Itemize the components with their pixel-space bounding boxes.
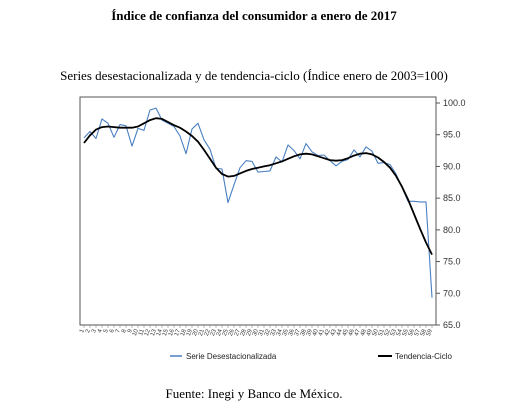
chart-legend: Serie Desestacionalizada Tendencia-Ciclo <box>170 352 452 361</box>
series-layer <box>83 107 433 298</box>
x-tick-label: 7 <box>115 328 122 334</box>
x-tick-label: 40 <box>312 328 320 337</box>
x-tick-label: 37 <box>294 328 302 337</box>
x-tick-label: 33 <box>270 328 278 337</box>
x-tick-label: 52 <box>384 328 392 337</box>
x-tick-label: 16 <box>168 328 176 337</box>
chart-subtitle: Series desestacionalizada y de tendencia… <box>60 68 448 83</box>
x-tick-label: 27 <box>234 328 242 337</box>
x-tick-label: 51 <box>378 328 386 337</box>
legend-label: Tendencia-Ciclo <box>395 352 452 361</box>
y-tick-label: 85.0 <box>443 193 461 203</box>
x-tick-label: 49 <box>366 328 374 337</box>
x-tick-label: 29 <box>246 328 254 337</box>
x-tick-label: 53 <box>390 328 398 337</box>
x-tick-label: 18 <box>180 328 188 337</box>
x-tick-label: 2 <box>85 328 92 334</box>
source-note: Fuente: Inegi y Banco de México. <box>165 386 343 401</box>
x-tick-label: 4 <box>97 328 104 334</box>
x-tick-label: 8 <box>121 328 128 334</box>
y-tick-label: 80.0 <box>443 225 461 235</box>
x-tick-label: 9 <box>127 328 134 334</box>
x-tick-label: 59 <box>426 328 434 337</box>
y-tick-label: 95.0 <box>443 130 461 140</box>
x-tick-label: 35 <box>282 328 290 337</box>
x-tick-label: 24 <box>216 328 224 337</box>
x-tick-label: 36 <box>288 328 296 337</box>
x-tick-label: 32 <box>264 328 272 337</box>
x-tick-label: 5 <box>103 328 110 334</box>
x-tick-label: 47 <box>354 328 362 337</box>
x-tick-label: 45 <box>342 328 350 337</box>
x-tick-label: 22 <box>204 328 212 337</box>
x-tick-label: 58 <box>420 328 428 337</box>
x-tick-label: 25 <box>222 328 230 337</box>
x-axis: 1 2 3 4 5 6 7 8 91011121314151617181920212223242… <box>79 325 434 337</box>
x-tick-label: 21 <box>198 328 206 337</box>
x-tick-label: 19 <box>186 328 194 337</box>
x-tick-label: 17 <box>174 328 182 337</box>
x-tick-label: 28 <box>240 328 248 337</box>
x-tick-label: 12 <box>144 328 152 337</box>
x-tick-label: 31 <box>258 328 266 337</box>
x-tick-label: 54 <box>396 328 404 337</box>
series-line-trend <box>83 117 433 255</box>
x-tick-label: 30 <box>252 328 260 337</box>
y-tick-label: 65.0 <box>443 320 461 330</box>
x-tick-label: 14 <box>156 328 164 337</box>
x-tick-label: 11 <box>138 328 146 337</box>
y-axis: 65.0 70.0 75.0 80.0 85.0 90.0 95.0 100.0 <box>435 97 466 330</box>
x-tick-label: 48 <box>360 328 368 337</box>
x-tick-label: 55 <box>402 328 410 337</box>
x-tick-label: 10 <box>132 328 140 337</box>
x-tick-label: 42 <box>324 328 332 337</box>
x-tick-label: 34 <box>276 328 284 337</box>
x-tick-label: 39 <box>306 328 314 337</box>
legend-label: Serie Desestacionalizada <box>186 352 277 361</box>
x-tick-label: 44 <box>336 328 344 337</box>
x-tick-label: 41 <box>318 328 326 337</box>
chart-title: Índice de confianza del consumidor a ene… <box>111 8 397 23</box>
plot-frame <box>79 96 437 326</box>
x-tick-label: 15 <box>162 328 170 337</box>
x-tick-label: 13 <box>150 328 158 337</box>
x-tick-label: 56 <box>408 328 416 337</box>
x-tick-label: 20 <box>192 328 200 337</box>
x-tick-label: 46 <box>348 328 356 337</box>
x-tick-label: 1 <box>79 328 86 334</box>
x-tick-label: 50 <box>372 328 380 337</box>
y-tick-label: 90.0 <box>443 161 461 171</box>
x-tick-label: 38 <box>300 328 308 337</box>
x-tick-label: 26 <box>228 328 236 337</box>
y-tick-label: 100.0 <box>443 98 466 108</box>
x-tick-label: 43 <box>330 328 338 337</box>
x-tick-label: 3 <box>91 328 98 334</box>
x-tick-label: 57 <box>414 328 422 337</box>
x-tick-label: 6 <box>109 328 116 334</box>
y-tick-label: 70.0 <box>443 288 461 298</box>
x-tick-label: 23 <box>210 328 218 337</box>
y-tick-label: 75.0 <box>443 257 461 267</box>
